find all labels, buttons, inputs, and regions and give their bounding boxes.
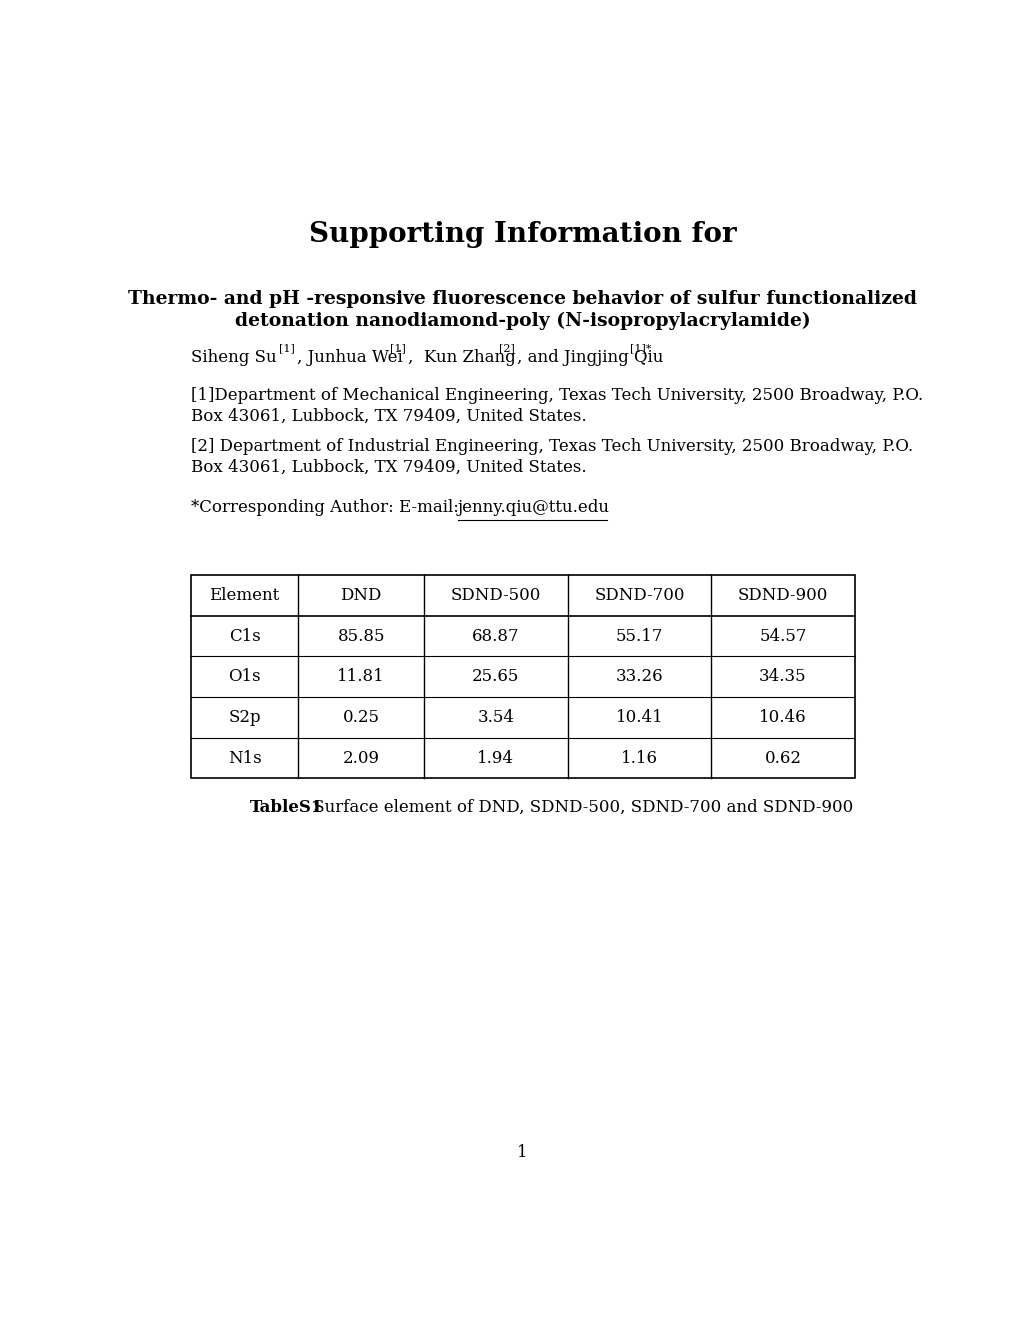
Text: O1s: O1s (228, 668, 261, 685)
Text: 0.62: 0.62 (763, 750, 801, 767)
Text: C1s: C1s (228, 627, 260, 644)
Text: S2p: S2p (228, 709, 261, 726)
Text: jenny.qiu@ttu.edu: jenny.qiu@ttu.edu (458, 499, 609, 516)
Text: 25.65: 25.65 (472, 668, 519, 685)
Text: SDND-700: SDND-700 (594, 587, 684, 605)
Text: Box 43061, Lubbock, TX 79409, United States.: Box 43061, Lubbock, TX 79409, United Sta… (191, 458, 586, 475)
Text: , and Jingjing Qiu: , and Jingjing Qiu (517, 348, 663, 366)
Text: 10.41: 10.41 (614, 709, 662, 726)
Text: 1.16: 1.16 (621, 750, 657, 767)
Text: 2.09: 2.09 (342, 750, 379, 767)
Text: Thermo- and pH -responsive fluorescence behavior of sulfur functionalized: Thermo- and pH -responsive fluorescence … (128, 289, 916, 308)
Text: [1]: [1] (279, 343, 294, 354)
Text: 11.81: 11.81 (337, 668, 385, 685)
Text: 55.17: 55.17 (615, 627, 662, 644)
Text: 33.26: 33.26 (615, 668, 662, 685)
Text: Element: Element (209, 587, 279, 605)
Text: 85.85: 85.85 (337, 627, 384, 644)
Text: [1]Department of Mechanical Engineering, Texas Tech University, 2500 Broadway, P: [1]Department of Mechanical Engineering,… (191, 387, 922, 404)
Text: TableS1: TableS1 (250, 799, 323, 816)
Text: , Junhua Wei: , Junhua Wei (298, 348, 403, 366)
Text: 54.57: 54.57 (758, 627, 806, 644)
Text: 10.46: 10.46 (758, 709, 806, 726)
Text: DND: DND (340, 587, 381, 605)
Text: *Corresponding Author: E-mail:: *Corresponding Author: E-mail: (191, 499, 464, 516)
Text: 3.54: 3.54 (477, 709, 514, 726)
Text: Supporting Information for: Supporting Information for (309, 222, 736, 248)
Text: SDND-500: SDND-500 (450, 587, 540, 605)
Text: 34.35: 34.35 (758, 668, 806, 685)
Text: 1.94: 1.94 (477, 750, 514, 767)
Bar (191, 576, 854, 779)
Text: 68.87: 68.87 (472, 627, 519, 644)
Text: [1]: [1] (389, 343, 406, 354)
Text: [2]: [2] (498, 343, 515, 354)
Text: [1]*: [1]* (630, 343, 651, 354)
Text: SDND-900: SDND-900 (737, 587, 827, 605)
Text: N1s: N1s (227, 750, 261, 767)
Text: Siheng Su: Siheng Su (191, 348, 276, 366)
Text: [2] Department of Industrial Engineering, Texas Tech University, 2500 Broadway, : [2] Department of Industrial Engineering… (191, 438, 912, 455)
Text: ,  Kun Zhang: , Kun Zhang (408, 348, 516, 366)
Text: detonation nanodiamond-poly (N-isopropylacrylamide): detonation nanodiamond-poly (N-isopropyl… (234, 312, 810, 330)
Text: 0.25: 0.25 (342, 709, 379, 726)
Text: Surface element of DND, SDND-500, SDND-700 and SDND-900: Surface element of DND, SDND-500, SDND-7… (308, 799, 852, 816)
Text: 1: 1 (517, 1144, 528, 1160)
Text: Box 43061, Lubbock, TX 79409, United States.: Box 43061, Lubbock, TX 79409, United Sta… (191, 408, 586, 425)
